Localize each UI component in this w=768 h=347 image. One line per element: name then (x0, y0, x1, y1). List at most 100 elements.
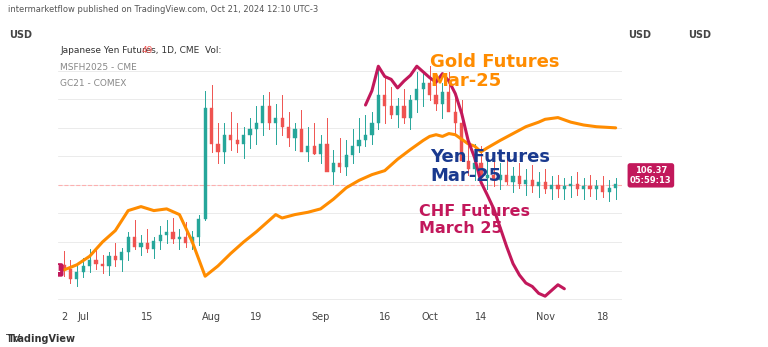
Bar (75, 272, 78, 279)
Bar (422, 83, 425, 89)
Bar (268, 106, 271, 123)
Bar (428, 83, 432, 95)
Bar (190, 237, 194, 243)
Bar (88, 260, 91, 266)
Bar (326, 144, 329, 172)
Bar (518, 176, 521, 184)
Bar (575, 184, 579, 189)
Bar (287, 127, 290, 138)
Bar (588, 186, 591, 189)
Bar (204, 108, 207, 219)
Bar (62, 265, 65, 269)
Bar (313, 146, 316, 153)
Text: 18: 18 (597, 312, 609, 322)
Bar (139, 243, 143, 246)
Bar (197, 219, 200, 237)
Bar (479, 163, 482, 178)
Bar (159, 235, 162, 241)
Bar (415, 89, 419, 101)
Bar (531, 180, 534, 186)
Bar (114, 256, 117, 260)
Bar (402, 106, 406, 118)
Bar (81, 266, 84, 272)
Bar (357, 141, 361, 146)
Text: Oct: Oct (421, 312, 438, 322)
Bar (319, 144, 323, 153)
Bar (460, 123, 463, 161)
Bar (364, 135, 367, 141)
Bar (127, 237, 130, 252)
Bar (306, 146, 310, 152)
Bar (409, 101, 412, 118)
Bar (345, 155, 348, 167)
Bar (332, 163, 335, 172)
Text: MSFH2025 - CME: MSFH2025 - CME (61, 63, 137, 72)
Text: Sep: Sep (311, 312, 329, 322)
Text: Nov: Nov (535, 312, 554, 322)
Text: Japanese Yen Futures, 1D, CME  Vol:: Japanese Yen Futures, 1D, CME Vol: (61, 46, 222, 56)
Text: Yen Futures
Mar-25: Yen Futures Mar-25 (430, 148, 550, 185)
Bar (94, 260, 98, 264)
Bar (550, 185, 553, 189)
Bar (569, 184, 572, 186)
Bar (338, 163, 342, 167)
Text: GC21 - COMEX: GC21 - COMEX (61, 79, 127, 88)
Bar (396, 106, 399, 115)
Bar (152, 241, 155, 249)
Text: 106.37
05:59:13: 106.37 05:59:13 (630, 166, 672, 185)
Text: 16: 16 (379, 312, 391, 322)
Bar (614, 184, 617, 188)
Text: USD: USD (689, 30, 711, 40)
Bar (537, 182, 541, 186)
Bar (563, 186, 566, 189)
Bar (133, 237, 136, 246)
Bar (300, 129, 303, 152)
Bar (171, 232, 174, 239)
Bar (293, 129, 296, 138)
Bar (274, 118, 277, 123)
Bar (595, 186, 598, 189)
Text: TradingView: TradingView (8, 333, 76, 344)
Text: 49: 49 (141, 46, 153, 56)
Bar (377, 95, 380, 123)
Bar (280, 118, 283, 127)
Bar (607, 188, 611, 192)
Bar (441, 92, 444, 104)
Text: USD: USD (8, 30, 31, 40)
Text: CHF Futures
March 25: CHF Futures March 25 (419, 204, 530, 236)
Bar (229, 135, 233, 141)
Bar (210, 108, 214, 144)
Bar (108, 256, 111, 266)
Bar (447, 92, 451, 112)
Text: TV: TV (6, 334, 21, 344)
Bar (492, 175, 495, 180)
Text: intermarketflow published on TradingView.com, Oct 21, 2024 12:10 UTC-3: intermarketflow published on TradingView… (8, 5, 318, 14)
Text: 1.1751: 1.1751 (26, 265, 61, 274)
Bar (466, 161, 470, 169)
Bar (248, 129, 252, 135)
Bar (217, 144, 220, 152)
Bar (184, 237, 187, 243)
Bar (473, 163, 476, 169)
Text: 19: 19 (250, 312, 263, 322)
Text: 2: 2 (61, 312, 67, 322)
Bar (242, 135, 245, 144)
Bar (601, 186, 604, 192)
Text: Gold Futures
Mar-25: Gold Futures Mar-25 (430, 53, 560, 90)
Bar (255, 123, 258, 129)
Bar (69, 269, 72, 279)
Bar (582, 186, 585, 189)
Bar (120, 252, 124, 260)
Bar (498, 175, 502, 180)
Bar (383, 95, 386, 106)
Bar (370, 123, 373, 135)
Text: USD: USD (628, 30, 650, 40)
Bar (165, 232, 168, 235)
Text: Aug: Aug (202, 312, 221, 322)
Bar (454, 112, 457, 123)
Bar (525, 180, 528, 184)
Bar (389, 106, 392, 115)
Bar (261, 106, 264, 123)
Bar (101, 264, 104, 266)
Text: Jul: Jul (78, 312, 89, 322)
